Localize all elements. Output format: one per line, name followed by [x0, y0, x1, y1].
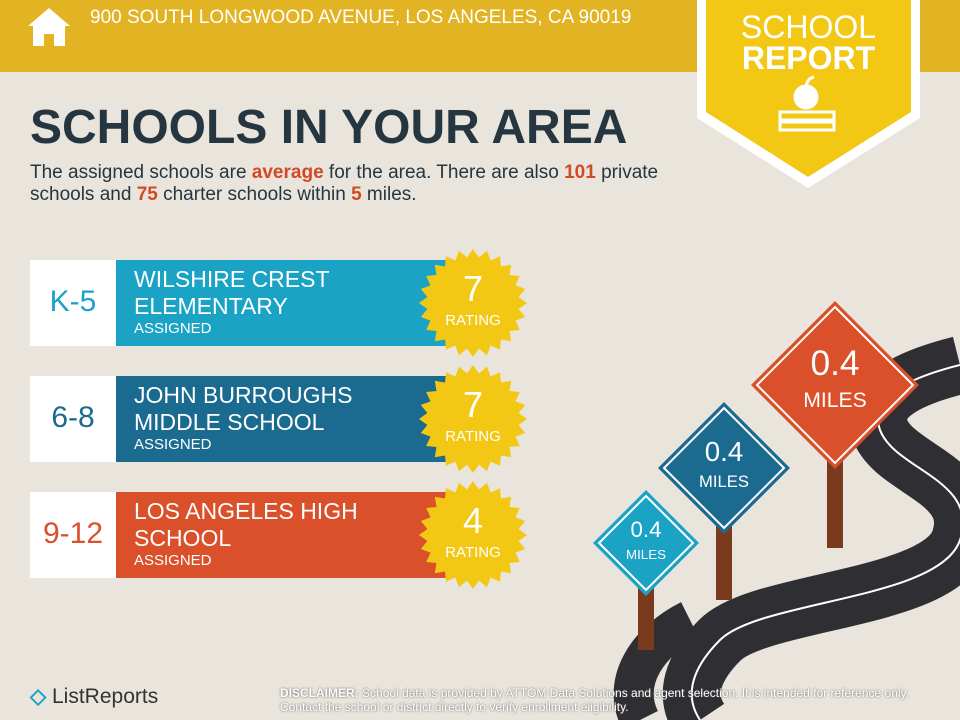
school-name: WILSHIRE CREST: [134, 266, 330, 292]
sign-border: [593, 490, 699, 596]
badge-line: REPORT: [741, 40, 876, 76]
status: ASSIGNED: [134, 552, 212, 569]
school-bar: [116, 492, 446, 578]
grades: K-5: [49, 285, 97, 318]
school-name: MIDDLE SCHOOL: [134, 409, 325, 435]
grades: 6-8: [51, 401, 95, 434]
school-name: JOHN BURROUGHS: [134, 382, 353, 408]
brand-name: ListReports: [52, 685, 159, 708]
status: ASSIGNED: [134, 436, 212, 453]
sign-inner: [662, 406, 786, 530]
distance-unit: MILES: [803, 389, 867, 412]
rating: 7: [462, 268, 484, 309]
summary-text: private schools and: [30, 162, 659, 205]
home-icon: [28, 8, 70, 46]
road-end: [613, 602, 700, 720]
distance: 0.4: [810, 344, 860, 384]
highlight: 101: [564, 162, 596, 183]
distance: 0.4: [704, 436, 744, 468]
summary-text: The assigned schools are: [30, 162, 252, 183]
distance-unit: MILES: [625, 547, 667, 562]
sign-border: [658, 402, 790, 534]
school-bar: [116, 260, 446, 346]
rating-label: RATING: [445, 312, 501, 329]
rating-label: RATING: [445, 428, 501, 445]
title: SCHOOLS IN YOUR AREA: [30, 101, 628, 154]
school-name: LOS ANGELES HIGH: [134, 498, 358, 524]
school-bar: [116, 376, 446, 462]
summary-text: miles.: [361, 184, 417, 205]
distance: 0.4: [630, 517, 662, 543]
rating-burst: [419, 249, 527, 357]
grade-box: [30, 260, 116, 346]
apple-book-icon: [778, 75, 836, 132]
badge-line: SCHOOL: [740, 9, 877, 45]
summary-text: for the area. There are also: [323, 162, 565, 183]
rating: 4: [462, 500, 484, 541]
grade-box: [30, 376, 116, 462]
disclaimer-text: School data is provided by ATTOM Data So…: [280, 686, 909, 714]
rating: 7: [462, 384, 484, 425]
rating-label: RATING: [445, 544, 501, 561]
highlight: 75: [136, 184, 158, 205]
address: 900 SOUTH LONGWOOD AVENUE, LOS ANGELES, …: [90, 7, 632, 28]
rating-burst: [419, 481, 527, 589]
school-name: SCHOOL: [134, 525, 232, 551]
sign-inner: [755, 305, 915, 465]
sign-border: [751, 301, 919, 469]
distance-unit: MILES: [699, 472, 749, 491]
status: ASSIGNED: [134, 320, 212, 337]
sign-inner: [597, 494, 695, 592]
highlight: 5: [351, 184, 362, 205]
rating-burst: [419, 365, 527, 473]
highlight: average: [251, 162, 324, 183]
summary: The assigned schools are average for the…: [30, 162, 710, 206]
summary-text: charter schools within: [157, 184, 352, 205]
disclaimer: DISCLAIMER: School data is provided by A…: [280, 686, 940, 714]
grade-box: [30, 492, 116, 578]
brand: ◇ ListReports: [30, 685, 159, 708]
disclaimer-label: DISCLAIMER:: [280, 686, 359, 700]
grades: 9-12: [42, 517, 104, 550]
school-name: ELEMENTARY: [134, 293, 288, 319]
